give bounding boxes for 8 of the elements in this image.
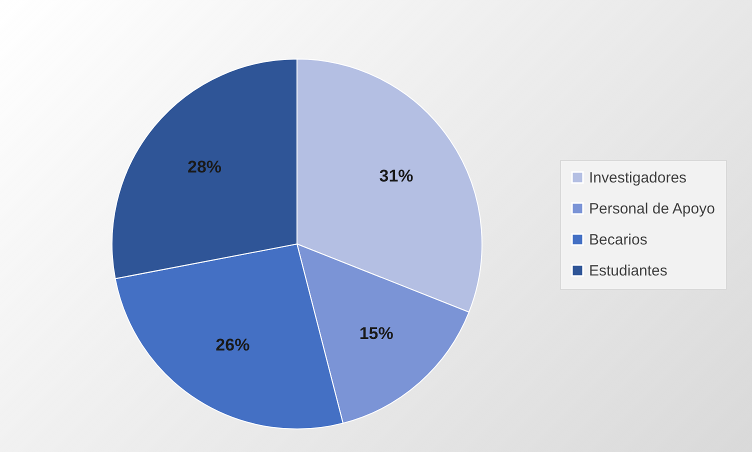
legend-label: Personal de Apoyo	[589, 200, 715, 218]
legend-label: Becarios	[589, 232, 648, 248]
legend-label: Investigadores	[589, 170, 687, 186]
data-label: 26%	[216, 335, 250, 354]
legend-label: Estudiantes	[589, 262, 668, 280]
data-label: 28%	[188, 158, 222, 177]
data-label: 31%	[379, 166, 414, 186]
data-label: 15%	[359, 324, 394, 344]
